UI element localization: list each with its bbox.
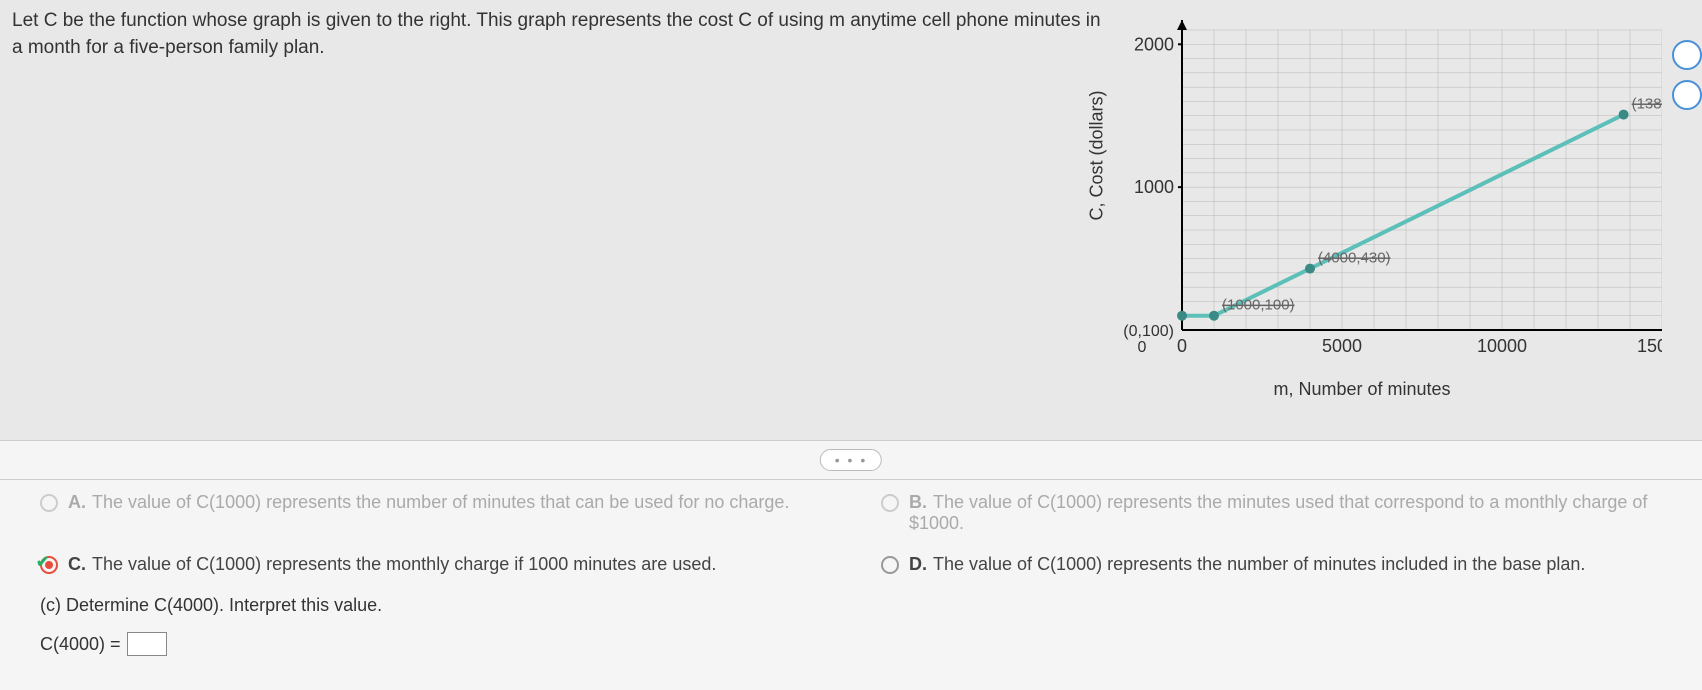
radio-d[interactable] <box>881 556 899 574</box>
svg-text:1000: 1000 <box>1134 177 1174 197</box>
input-row: C(4000) = <box>40 632 1662 656</box>
radio-a[interactable] <box>40 494 58 512</box>
label-a: A. <box>68 492 86 512</box>
y-axis-label: C, Cost (dollars) <box>1087 90 1108 220</box>
radio-b[interactable] <box>881 494 899 512</box>
check-icon: ✔ <box>36 552 49 572</box>
option-a[interactable]: A. The value of C(1000) represents the nu… <box>40 492 821 534</box>
text-d: The value of C(1000) represents the numb… <box>933 554 1585 574</box>
answer-input[interactable] <box>127 632 167 656</box>
sub-question: (c) Determine C(4000). Interpret this va… <box>40 595 1662 616</box>
input-prefix: C(4000) = <box>40 634 121 655</box>
chart-svg: 0 5000 10000 15000 1000 2000 (0,100)0 (1000,100… <box>1122 10 1662 370</box>
answers-area: A. The value of C(1000) represents the nu… <box>0 480 1702 668</box>
option-c[interactable]: ✔ C. The value of C(1000) represents the … <box>40 554 821 575</box>
side-button-2[interactable] <box>1672 80 1702 110</box>
label-b: B. <box>909 492 927 512</box>
text-b: The value of C(1000) represents the minu… <box>909 492 1647 533</box>
svg-text:5000: 5000 <box>1322 336 1362 356</box>
problem-area: Let C be the function whose graph is giv… <box>0 0 1702 440</box>
side-buttons <box>1672 40 1702 110</box>
svg-text:(13800,1508): (13800,1508) <box>1632 96 1662 113</box>
svg-text:(4000,430): (4000,430) <box>1318 250 1391 267</box>
side-button-1[interactable] <box>1672 40 1702 70</box>
svg-text:0: 0 <box>1138 339 1147 356</box>
label-c: C. <box>68 554 86 574</box>
svg-text:0: 0 <box>1177 336 1187 356</box>
option-b[interactable]: B.The value of C(1000) represents the mi… <box>881 492 1662 534</box>
expand-button[interactable]: • • • <box>820 449 882 471</box>
svg-text:15000: 15000 <box>1637 336 1662 356</box>
svg-text:(0,100): (0,100) <box>1123 323 1174 340</box>
svg-text:(1000,100): (1000,100) <box>1222 297 1295 314</box>
cost-chart: C, Cost (dollars) 0 5000 10000 15000 1000 200… <box>1042 10 1662 410</box>
problem-text: Let C be the function whose graph is giv… <box>12 8 1112 432</box>
radio-c[interactable]: ✔ <box>40 556 58 574</box>
text-a: The value of C(1000) represents the numb… <box>92 492 789 512</box>
divider: • • • <box>0 440 1702 480</box>
x-axis-label: m, Number of minutes <box>1273 379 1450 400</box>
svg-text:10000: 10000 <box>1477 336 1527 356</box>
option-d[interactable]: D. The value of C(1000) represents the nu… <box>881 554 1662 575</box>
label-d: D. <box>909 554 927 574</box>
answer-row-1: A. The value of C(1000) represents the nu… <box>40 492 1662 534</box>
text-c: The value of C(1000) represents the mont… <box>92 554 716 574</box>
answer-row-2: ✔ C. The value of C(1000) represents the … <box>40 554 1662 575</box>
svg-text:2000: 2000 <box>1134 34 1174 54</box>
